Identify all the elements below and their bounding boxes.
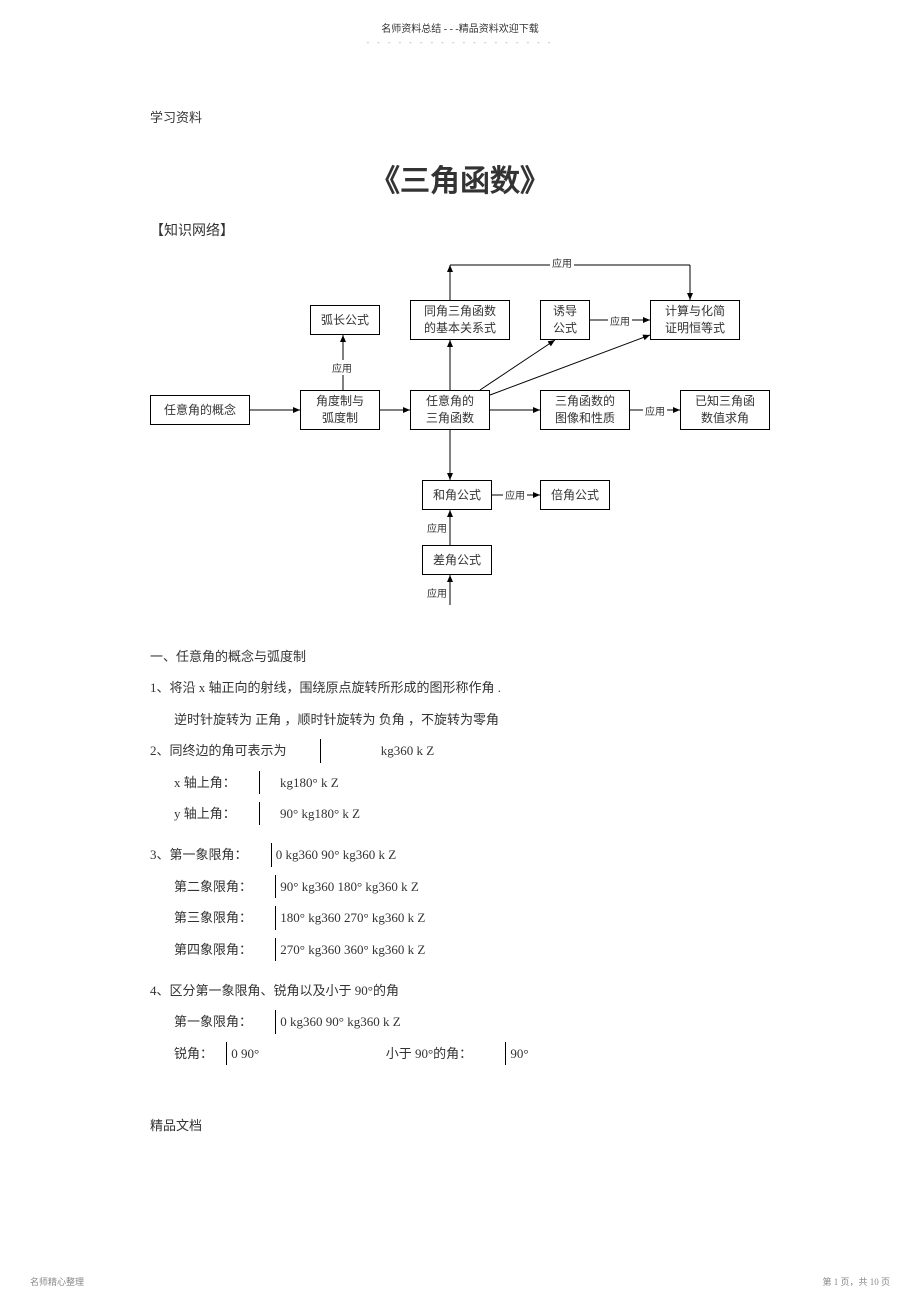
- footer-right: 第 1 页，共 10 页: [822, 1275, 890, 1288]
- item-3: 3、第一象限角： 0 kg360 90° kg360 k Z: [150, 843, 770, 866]
- node-graph-prop: 三角函数的图像和性质: [540, 390, 630, 430]
- item-2y-text: y 轴上角：: [174, 806, 236, 821]
- item-2x-math: kg180° k Z: [259, 771, 339, 794]
- footer-left: 名师精心整理: [30, 1275, 84, 1288]
- node-arc-formula: 弧长公式: [310, 305, 380, 335]
- node-diff-formula: 差角公式: [422, 545, 492, 575]
- node-simplify: 计算与化简证明恒等式: [650, 300, 740, 340]
- item-3c: 第三象限角： 180° kg360 270° kg360 k Z: [150, 906, 770, 929]
- item-2-text: 2、同终边的角可表示为: [150, 743, 287, 758]
- section-label: 【知识网络】: [150, 220, 770, 240]
- item-4a-math: 0 kg360 90° kg360 k Z: [275, 1010, 400, 1033]
- node-trig-func: 任意角的三角函数: [410, 390, 490, 430]
- node-any-angle: 任意角的概念: [150, 395, 250, 425]
- edge-label: 应用: [425, 520, 449, 535]
- item-4a: 第一象限角： 0 kg360 90° kg360 k Z: [150, 1010, 770, 1033]
- knowledge-diagram: 弧长公式 同角三角函数的基本关系式 诱导公式 计算与化简证明恒等式 任意角的概念…: [150, 255, 790, 615]
- item-3d: 第四象限角： 270° kg360 360° kg360 k Z: [150, 938, 770, 961]
- node-double-formula: 倍角公式: [540, 480, 610, 510]
- node-known-value: 已知三角函数值求角: [680, 390, 770, 430]
- item-4c-math: 90°: [505, 1042, 528, 1065]
- item-3-text: 3、第一象限角：: [150, 847, 248, 862]
- header-dots: - - - - - - - - - - - - - - - - - -: [150, 38, 770, 47]
- node-degree-radian: 角度制与弧度制: [300, 390, 380, 430]
- node-induction: 诱导公式: [540, 300, 590, 340]
- edge-label: 应用: [643, 403, 667, 418]
- item-1: 1、将沿 x 轴正向的射线，围绕原点旋转所形成的图形称作角 .: [150, 676, 770, 699]
- item-3d-math: 270° kg360 360° kg360 k Z: [275, 938, 425, 961]
- item-4b-row: 锐角： 0 90° 小于 90°的角： 90°: [150, 1042, 770, 1065]
- edge-label: 应用: [503, 487, 527, 502]
- content-section: 一、任意角的概念与弧度制 1、将沿 x 轴正向的射线，围绕原点旋转所形成的图形称…: [150, 645, 770, 1065]
- doc-footer: 精品文档: [150, 1115, 770, 1134]
- header-line: 名师资料总结 - - -精品资料欢迎下载: [150, 20, 770, 35]
- item-3b-math: 90° kg360 180° kg360 k Z: [275, 875, 419, 898]
- item-2-math: kg360 k Z: [320, 739, 434, 762]
- item-4a-text: 第一象限角：: [174, 1014, 252, 1029]
- item-4b-math: 0 90°: [226, 1042, 259, 1065]
- item-2y: y 轴上角： 90° kg180° k Z: [150, 802, 770, 825]
- page: 名师资料总结 - - -精品资料欢迎下载 - - - - - - - - - -…: [0, 0, 920, 1303]
- item-2: 2、同终边的角可表示为 kg360 k Z: [150, 739, 770, 762]
- item-3b: 第二象限角： 90° kg360 180° kg360 k Z: [150, 875, 770, 898]
- edge-label: 应用: [550, 255, 574, 270]
- item-3d-text: 第四象限角：: [174, 942, 252, 957]
- item-4: 4、区分第一象限角、锐角以及小于 90°的角: [150, 979, 770, 1002]
- edge-label: 应用: [425, 585, 449, 600]
- main-title: 《三角函数》: [150, 156, 770, 200]
- heading-1: 一、任意角的概念与弧度制: [150, 645, 770, 668]
- edge-label: 应用: [608, 313, 632, 328]
- item-3b-text: 第二象限角：: [174, 879, 252, 894]
- item-3-math: 0 kg360 90° kg360 k Z: [271, 843, 396, 866]
- item-2y-math: 90° kg180° k Z: [259, 802, 360, 825]
- node-same-angle: 同角三角函数的基本关系式: [410, 300, 510, 340]
- edge-label: 应用: [330, 360, 354, 375]
- item-1b: 逆时针旋转为 正角 ，顺时针旋转为 负角 ，不旋转为零角: [150, 708, 770, 731]
- item-2x: x 轴上角： kg180° k Z: [150, 771, 770, 794]
- item-3c-math: 180° kg360 270° kg360 k Z: [275, 906, 425, 929]
- item-2x-text: x 轴上角：: [174, 775, 236, 790]
- item-3c-text: 第三象限角：: [174, 910, 252, 925]
- item-4b-text: 锐角：: [174, 1046, 213, 1061]
- subtitle: 学习资料: [150, 107, 770, 126]
- node-sum-formula: 和角公式: [422, 480, 492, 510]
- item-4c-text: 小于 90°的角：: [386, 1046, 472, 1061]
